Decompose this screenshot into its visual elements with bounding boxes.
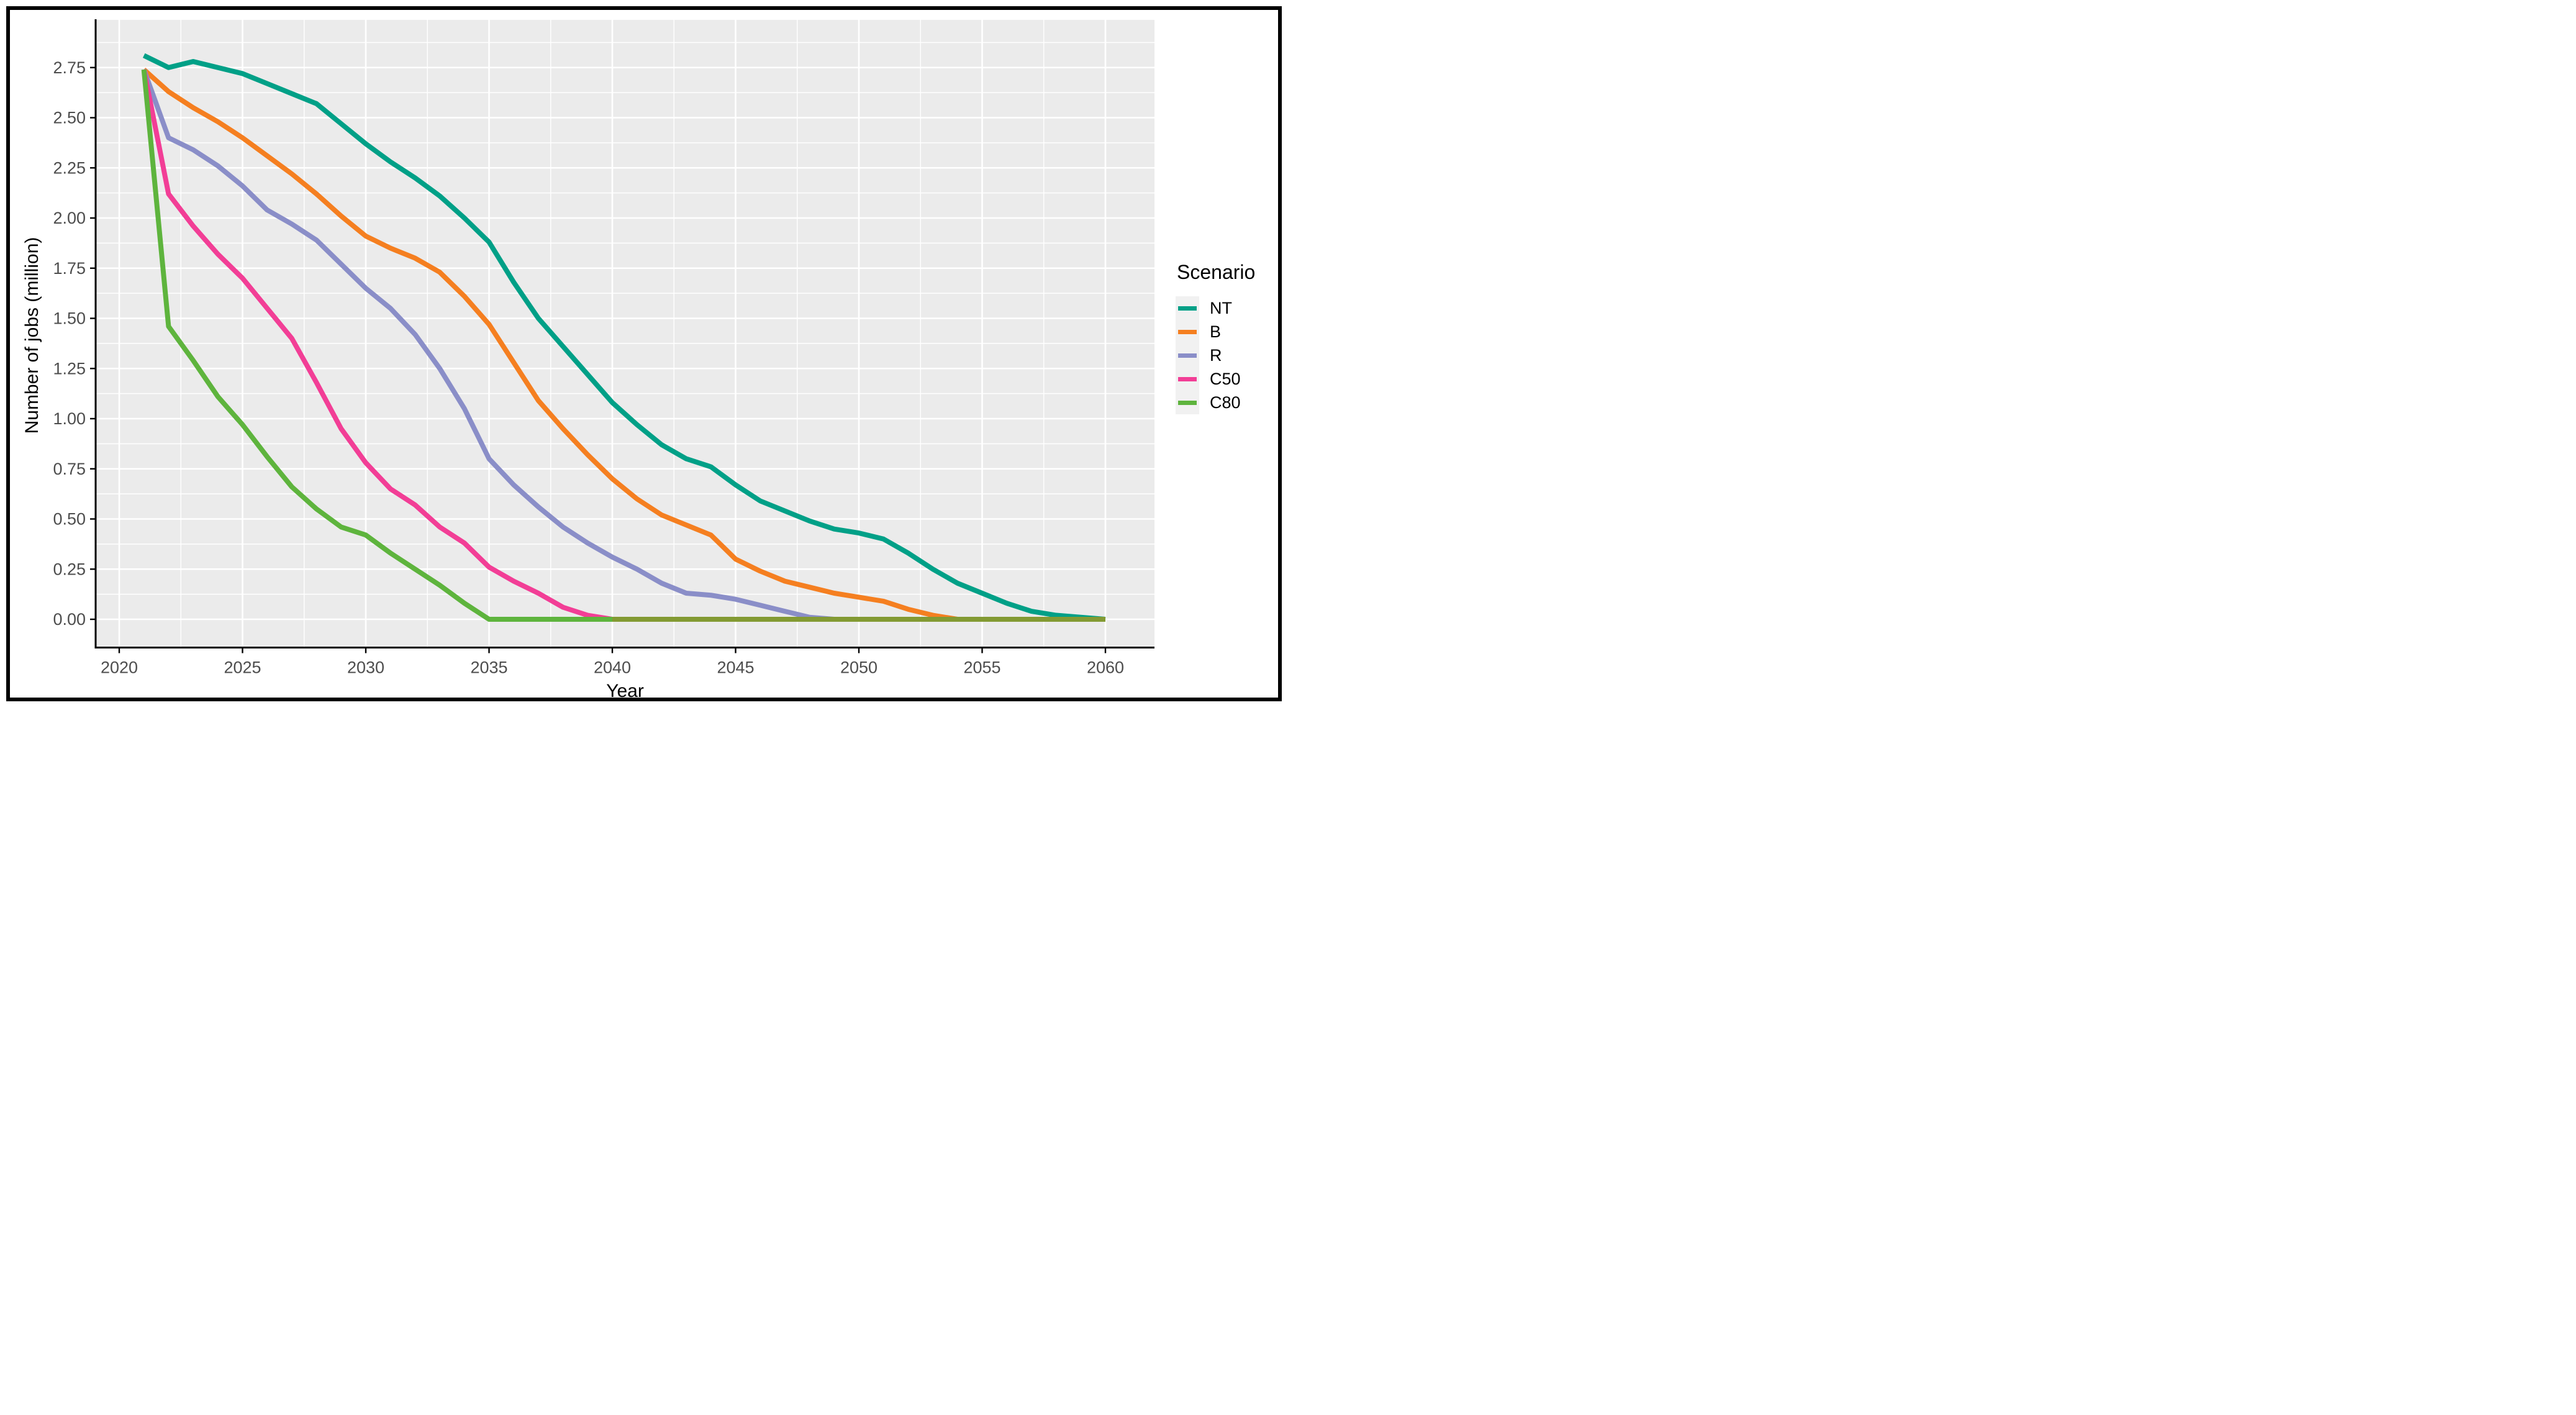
- chart-area: 0.00 0.25 0.50 0.75 1.00 1.25 1.50 1.75 2.00 2.25…: [10, 10, 1278, 701]
- legend-swatch-R: [1178, 353, 1197, 358]
- legend-swatch-C80: [1178, 400, 1197, 405]
- legend-item-R: R: [1176, 344, 1278, 367]
- legend-label-C80: C80: [1210, 393, 1241, 412]
- legend-item-C80: C80: [1176, 391, 1278, 414]
- x-tick-label: 2045: [717, 658, 754, 677]
- legend-item-B: B: [1176, 320, 1278, 344]
- legend-label-NT: NT: [1210, 298, 1232, 317]
- x-tick-label: 2035: [470, 658, 507, 677]
- plot-panel: [96, 20, 1154, 648]
- legend-items: NT B R C50 C80: [1176, 296, 1278, 414]
- y-tick-label: 1.75: [53, 259, 86, 278]
- legend-item-NT: NT: [1176, 296, 1278, 320]
- legend-label-C50: C50: [1210, 369, 1241, 388]
- legend-key-C50: [1176, 367, 1199, 391]
- legend-key-NT: [1176, 296, 1199, 320]
- x-axis-title: Year: [606, 681, 644, 701]
- legend-swatch-C50: [1178, 376, 1197, 381]
- x-tick-label: 2025: [224, 658, 261, 677]
- figure-frame: 0.00 0.25 0.50 0.75 1.00 1.25 1.50 1.75 2.00 2.25…: [6, 6, 1282, 701]
- x-tick-label: 2050: [840, 658, 878, 677]
- x-tick-label: 2055: [963, 658, 1000, 677]
- y-tick-label: 1.00: [53, 409, 86, 428]
- legend-swatch-NT: [1178, 306, 1197, 311]
- y-tick-label: 1.50: [53, 309, 86, 328]
- y-tick-label: 2.00: [53, 209, 86, 227]
- legend-key-B: [1176, 320, 1199, 344]
- x-tick-label: 2020: [101, 658, 138, 677]
- y-tick-label: 1.25: [53, 359, 86, 378]
- line-chart: 0.00 0.25 0.50 0.75 1.00 1.25 1.50 1.75 2.00 2.25…: [53, 19, 1154, 677]
- y-tick-label: 2.50: [53, 109, 86, 127]
- y-axis-title: Number of jobs (million): [22, 237, 42, 434]
- legend-item-C50: C50: [1176, 367, 1278, 391]
- y-tick-label: 0.25: [53, 560, 86, 578]
- x-tick-label: 2030: [347, 658, 384, 677]
- y-tick-label: 0.00: [53, 610, 86, 629]
- legend-label-B: B: [1210, 322, 1222, 341]
- series-line-NT: [142, 53, 1106, 622]
- legend-title: Scenario: [1177, 261, 1256, 283]
- legend-key-R: [1176, 344, 1199, 367]
- legend: Scenario NT B R C50 C80: [1176, 261, 1278, 414]
- legend-key-C80: [1176, 391, 1199, 414]
- legend-label-R: R: [1210, 345, 1222, 365]
- y-tick-label: 0.50: [53, 510, 86, 529]
- y-tick-label: 2.25: [53, 158, 86, 177]
- y-tick-label: 2.75: [53, 58, 86, 77]
- x-tick-label: 2060: [1087, 658, 1124, 677]
- x-tick-label: 2040: [594, 658, 631, 677]
- y-tick-label: 0.75: [53, 460, 86, 478]
- legend-swatch-B: [1178, 329, 1197, 334]
